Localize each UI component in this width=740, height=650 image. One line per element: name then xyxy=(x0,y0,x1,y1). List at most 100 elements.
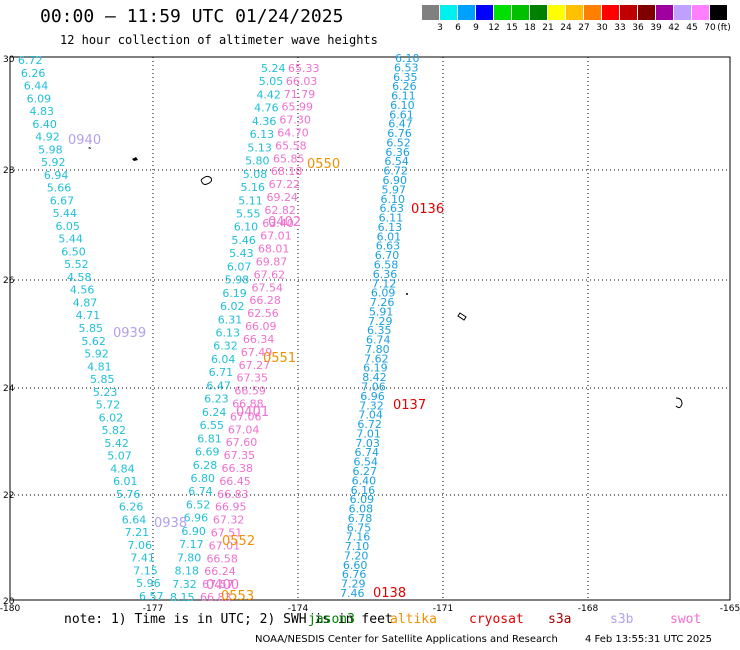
wave-height-label: 6.35 xyxy=(367,324,392,337)
scale-label: 18 xyxy=(524,23,536,33)
wave-height-label: 5.55 xyxy=(236,207,261,220)
scale-swatch xyxy=(602,5,619,20)
wave-height-label: 7.12 xyxy=(372,277,397,290)
scale-unit: (ft) xyxy=(717,23,731,33)
wave-height-label: 6.02 xyxy=(99,411,124,424)
wave-height-label: 6.28 xyxy=(193,459,218,472)
wave-height-label: 5.46 xyxy=(231,234,256,247)
scale-label: 70 xyxy=(704,23,716,33)
wave-height-label: 6.72 xyxy=(383,165,408,178)
footer-note: note: 1) Time is in UTC; 2) SWH is in fe… xyxy=(64,612,393,627)
wave-height-label: 5.91 xyxy=(369,305,394,318)
scale-label: 9 xyxy=(473,23,479,33)
wave-height-label: 66.95 xyxy=(215,501,247,514)
wave-height-label: 6.13 xyxy=(378,221,403,234)
map-title: 00:00 – 11:59 UTC 01/24/2025 xyxy=(40,6,344,27)
wave-height-label: 7.21 xyxy=(125,526,150,539)
wave-height-label: 67.01 xyxy=(209,539,241,552)
timestamp-text: 4 Feb 13:55:31 UTC 2025 xyxy=(585,634,712,645)
wave-height-label: 67.54 xyxy=(252,281,284,294)
scale-label: 27 xyxy=(578,23,590,33)
wave-height-label: 6.13 xyxy=(250,128,275,141)
scale-label: 3 xyxy=(437,23,443,33)
wave-height-label: 65.85 xyxy=(273,152,305,165)
wave-height-label: 7.06 xyxy=(127,539,152,552)
wave-height-label: 6.16 xyxy=(351,484,376,497)
pass-id-label: 0553 xyxy=(221,589,254,604)
wave-height-label: 6.72 xyxy=(18,54,43,67)
map-subtitle: 12 hour collection of altimeter wave hei… xyxy=(60,33,378,47)
scale-label: 12 xyxy=(488,23,500,33)
wave-height-label: 67.57 xyxy=(202,578,234,591)
wave-height-label: 8.15 xyxy=(170,591,195,604)
wave-height-label: 7.10 xyxy=(345,540,370,553)
wave-height-label: 5.05 xyxy=(259,75,284,88)
wave-height-label: 5.72 xyxy=(96,399,121,412)
wave-height-label: 5.44 xyxy=(58,233,82,246)
wave-height-label: 6.26 xyxy=(119,501,144,514)
wave-height-label: 67.51 xyxy=(211,526,243,539)
wave-height-label: 67.06 xyxy=(230,410,261,423)
wave-height-label: 67.35 xyxy=(224,449,256,462)
island-shape xyxy=(88,147,91,149)
satellite-legend-item: jason3 xyxy=(308,612,355,627)
wave-height-label: 6.40 xyxy=(32,118,57,131)
wave-height-label: 6.35 xyxy=(393,71,418,84)
wave-height-label: 6.19 xyxy=(363,362,388,375)
wave-height-label: 6.10 xyxy=(381,193,406,206)
scale-label: 42 xyxy=(668,23,680,33)
wave-height-label: 65.99 xyxy=(282,101,314,114)
wave-height-label: 6.11 xyxy=(391,90,416,103)
wave-height-label: 6.78 xyxy=(348,512,373,525)
wave-height-label: 6.74 xyxy=(354,446,379,459)
wave-height-label: 7.16 xyxy=(346,531,371,544)
wave-height-label: 6.94 xyxy=(44,169,69,182)
wave-height-label: 5.11 xyxy=(238,194,263,207)
wave-height-label: 6.04 xyxy=(211,353,236,366)
wave-height-label: 6.54 xyxy=(384,155,409,168)
wave-height-label: 66.83 xyxy=(217,488,249,501)
scale-swatch xyxy=(458,5,475,20)
wave-height-label: 67.49 xyxy=(241,346,273,359)
wave-height-label: 6.81 xyxy=(197,432,222,445)
wave-height-label: 5.23 xyxy=(93,386,118,399)
wave-height-label: 5.44 xyxy=(53,207,77,220)
wave-height-label: 6.01 xyxy=(377,230,402,243)
wave-height-label: 7.17 xyxy=(179,538,204,551)
wave-height-label: 67.32 xyxy=(213,514,245,527)
satellite-legend-item: s3a xyxy=(548,612,572,627)
wave-height-label: 6.13 xyxy=(216,327,241,340)
scale-swatch xyxy=(530,5,547,20)
wave-height-label: 67.22 xyxy=(269,178,301,191)
wave-height-label: 6.11 xyxy=(379,212,404,225)
wave-height-label: 7.06 xyxy=(361,381,386,394)
wave-height-label: 62.56 xyxy=(247,307,279,320)
wave-height-label: 4.36 xyxy=(252,115,277,128)
wave-height-label: 7.29 xyxy=(368,315,393,328)
wave-height-label: 5.82 xyxy=(102,424,127,437)
satellite-legend-item: swot xyxy=(670,612,702,627)
wave-height-label: 66.45 xyxy=(219,475,251,488)
wave-height-label: 4.83 xyxy=(30,105,55,118)
pass-id-label: 0400 xyxy=(206,578,239,593)
wave-height-label: 71.79 xyxy=(284,88,316,101)
wave-height-label: 6.54 xyxy=(354,456,379,469)
wave-height-label: 6.74 xyxy=(188,485,213,498)
wave-height-label: 6.40 xyxy=(352,474,377,487)
wave-height-label: 7.20 xyxy=(344,549,369,562)
wave-height-label: 66.38 xyxy=(221,462,253,475)
scale-label: 6 xyxy=(455,23,461,33)
scale-swatch xyxy=(584,5,601,20)
wave-height-label: 6.31 xyxy=(218,313,243,326)
wave-height-label: 6.36 xyxy=(373,268,398,281)
scale-swatch xyxy=(440,5,457,20)
wave-height-label: 7.32 xyxy=(359,399,384,412)
wave-height-label: 6.67 xyxy=(50,194,75,207)
pass-id-label: 0402 xyxy=(268,215,301,230)
wave-height-label: 5.43 xyxy=(229,247,254,260)
wave-height-label: 65.58 xyxy=(275,139,307,152)
wave-height-label: 6.19 xyxy=(222,287,247,300)
wave-height-label: 6.09 xyxy=(371,287,396,300)
scale-swatch xyxy=(476,5,493,20)
